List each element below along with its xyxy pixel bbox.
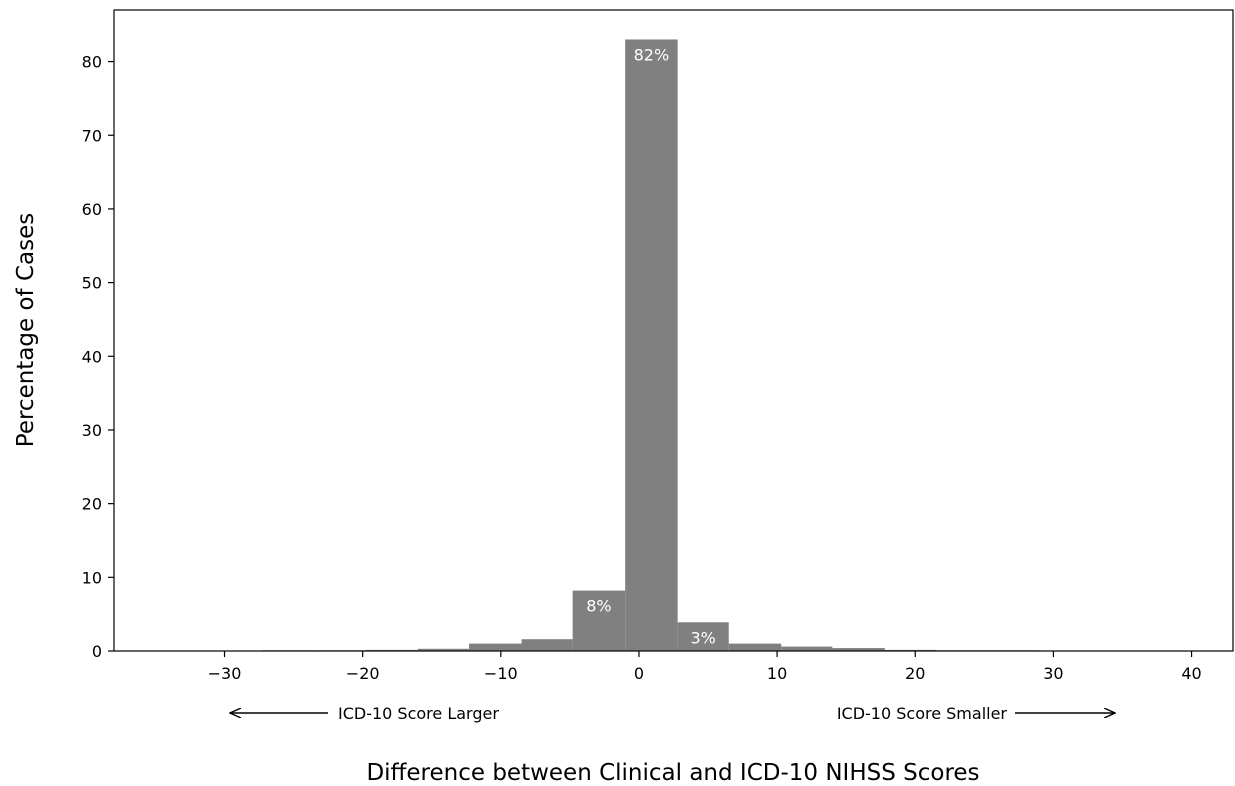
histogram-bar xyxy=(625,39,678,652)
x-tick-label: −10 xyxy=(484,664,518,683)
y-tick-label: 50 xyxy=(82,274,102,293)
histogram-bar xyxy=(728,643,782,651)
y-axis-title: Percentage of Cases xyxy=(13,213,39,447)
histogram-bar xyxy=(417,648,470,651)
x-tick-label: 40 xyxy=(1181,664,1201,683)
x-tick-label: 10 xyxy=(767,664,787,683)
y-tick-label: 10 xyxy=(82,568,102,587)
left-annotation: ICD-10 Score Larger xyxy=(338,704,499,723)
y-tick-label: 30 xyxy=(82,421,102,440)
x-tick-label: −30 xyxy=(208,664,242,683)
data-labels-group: 82% 8% 3% xyxy=(586,45,716,647)
y-tick-label: 60 xyxy=(82,200,102,219)
histogram-bar xyxy=(832,648,885,651)
histogram-bar xyxy=(572,590,626,651)
plot-frame xyxy=(113,9,1234,652)
histogram-bar xyxy=(469,643,522,651)
histogram-bar xyxy=(521,639,573,651)
y-tick-label: 70 xyxy=(82,126,102,145)
histogram-bar xyxy=(781,646,833,651)
bar-data-label: 82% xyxy=(634,45,670,64)
x-tick-label: 30 xyxy=(1043,664,1063,683)
y-tick-label: 80 xyxy=(82,53,102,72)
y-tick-label: 0 xyxy=(92,642,102,661)
bar-data-label: 3% xyxy=(691,628,716,647)
x-tick-label: 0 xyxy=(634,664,644,683)
bars-group xyxy=(261,39,1040,652)
x-axis: −30 −20 −10 0 10 20 30 40 xyxy=(208,651,1202,683)
x-tick-label: 20 xyxy=(905,664,925,683)
x-axis-title: Difference between Clinical and ICD-10 N… xyxy=(366,760,979,786)
y-tick-label: 20 xyxy=(82,495,102,514)
y-axis: 0 10 20 30 40 50 60 70 80 xyxy=(82,53,114,661)
y-tick-label: 40 xyxy=(82,347,102,366)
bar-data-label: 8% xyxy=(586,597,611,616)
histogram-bar xyxy=(677,622,729,651)
x-tick-label: −20 xyxy=(346,664,380,683)
right-annotation: ICD-10 Score Smaller xyxy=(837,704,1008,723)
